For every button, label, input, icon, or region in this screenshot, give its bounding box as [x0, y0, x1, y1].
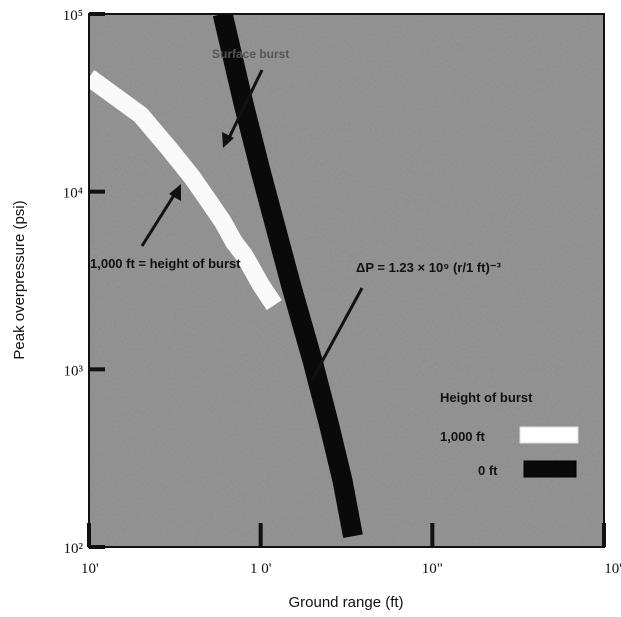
annotation-arrowhead: [222, 132, 234, 148]
x-tick-label: 10': [604, 561, 621, 577]
x-tick-label: 10': [81, 561, 99, 577]
annotation-surface-burst: Surface burst: [212, 47, 289, 61]
y-tick-label: 10³: [64, 363, 84, 379]
legend-entry-label: 1,000 ft: [440, 429, 485, 444]
legend-swatch: [519, 426, 579, 444]
legend-swatch: [523, 460, 577, 478]
annotation-layer: Surface burst 1,000 ft = height of burst Δ…: [90, 47, 579, 478]
x-tick-label: 10": [422, 561, 443, 577]
annotation-arrow: [310, 287, 364, 381]
annotation-arrowhead: [169, 184, 181, 201]
annotation-height-of-burst: 1,000 ft = height of burst: [90, 256, 241, 271]
x-tick-label: 1 0': [250, 561, 272, 577]
annotation-formula: ΔP = 1.23 × 10⁹ (r/1 ft)⁻³: [356, 260, 502, 275]
y-tick-label: 10²: [64, 541, 84, 557]
series-line-height-1000ft: [89, 70, 282, 311]
x-axis-title: Ground range (ft): [288, 594, 403, 611]
legend-entry-label: 0 ft: [478, 463, 498, 478]
legend-title: Height of burst: [440, 390, 533, 405]
annotation-arrow: [140, 191, 178, 247]
tick-layer: 10' 1 0' 10" 10' 10² 10³ 10⁴ 10⁵: [63, 8, 621, 577]
series-layer: [89, 14, 363, 539]
series-line-surface-burst: [212, 14, 363, 539]
annotation-arrow: [226, 69, 264, 141]
y-axis-title: Peak overpressure (psi): [11, 200, 28, 359]
y-tick-label: 10⁴: [63, 186, 83, 202]
y-tick-label: 10⁵: [63, 8, 83, 24]
plot-frame: [88, 13, 605, 548]
